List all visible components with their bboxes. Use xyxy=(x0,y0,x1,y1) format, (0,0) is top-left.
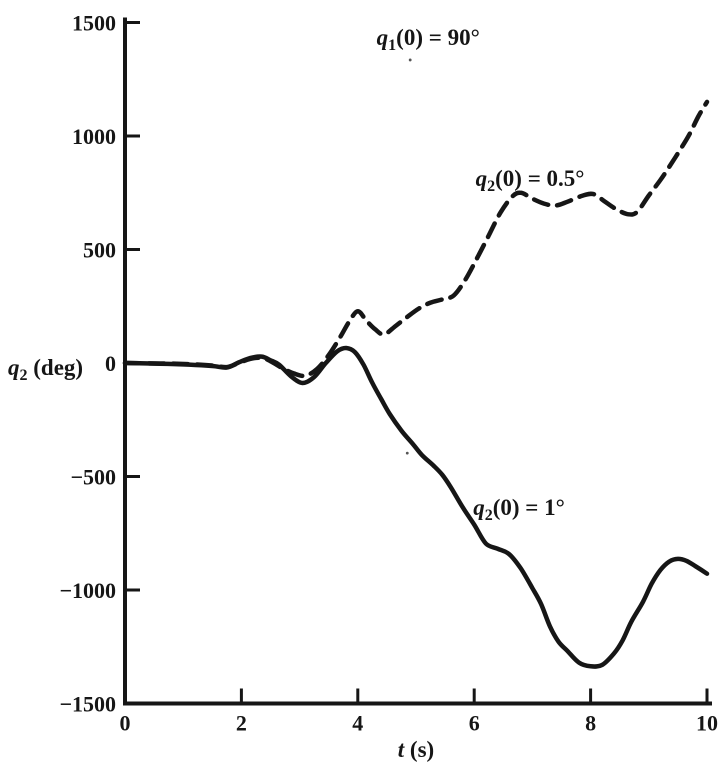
x-tick-label: 6 xyxy=(469,711,480,736)
y-tick-label: 500 xyxy=(83,238,116,263)
curves-group xyxy=(122,99,710,669)
label-q2-init-0p5deg: q2(0) = 0.5° xyxy=(476,166,585,195)
label-q2-init-1deg: q2(0) = 1° xyxy=(473,495,565,524)
annotation-q1-initial: q1(0) = 90° xyxy=(377,25,480,54)
x-tick-label: 0 xyxy=(120,711,131,736)
print-speck xyxy=(408,58,412,62)
x-tick-label: 2 xyxy=(236,711,247,736)
y-tick-label: −500 xyxy=(70,465,116,490)
curve-q2-init-1deg xyxy=(122,345,710,669)
y-tick-label: 1500 xyxy=(72,11,116,36)
x-tick-label: 10 xyxy=(696,711,718,736)
y-tick-label: −1000 xyxy=(59,578,116,603)
y-tick-label: 0 xyxy=(105,351,116,376)
y-tick-label: 1000 xyxy=(72,124,116,149)
text-labels-group: q1(0) = 90° q2(0) = 0.5° q2(0) = 1° q2 (deg… xyxy=(8,25,585,762)
ticks-group xyxy=(123,21,709,705)
print-speck xyxy=(405,451,409,455)
x-tick-label: 4 xyxy=(352,711,363,736)
x-axis-label: t (s) xyxy=(398,737,434,762)
axes-group xyxy=(123,17,712,706)
y-axis-label: q2 (deg) xyxy=(8,355,83,384)
curve-q2-init-0p5deg xyxy=(122,99,710,379)
x-tick-label: 8 xyxy=(585,711,596,736)
y-tick-label: −1500 xyxy=(59,692,116,717)
